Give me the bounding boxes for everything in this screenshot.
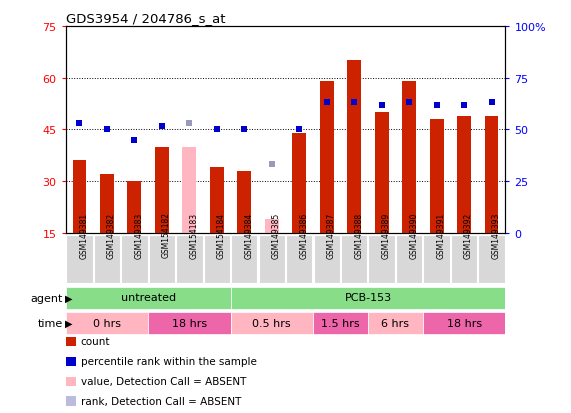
Text: untreated: untreated (120, 293, 176, 303)
Bar (485, 116, 498, 233)
Text: GSM149391: GSM149391 (437, 212, 445, 258)
Bar (210, 168, 224, 233)
Bar (265, 220, 279, 233)
Bar (457, 116, 471, 233)
Text: GSM149392: GSM149392 (464, 212, 473, 258)
Bar (73, 161, 86, 233)
Text: 1.5 hrs: 1.5 hrs (321, 318, 360, 328)
Text: value, Detection Call = ABSENT: value, Detection Call = ABSENT (81, 376, 246, 386)
FancyBboxPatch shape (204, 235, 230, 283)
FancyBboxPatch shape (66, 313, 148, 334)
FancyBboxPatch shape (66, 287, 231, 309)
Text: GSM149393: GSM149393 (492, 212, 501, 258)
Text: GDS3954 / 204786_s_at: GDS3954 / 204786_s_at (66, 12, 225, 25)
FancyBboxPatch shape (368, 235, 395, 283)
Text: time: time (38, 318, 63, 328)
Text: agent: agent (30, 293, 63, 303)
Text: GSM149386: GSM149386 (299, 212, 308, 258)
Text: GSM149387: GSM149387 (327, 212, 336, 258)
Bar (127, 182, 141, 233)
Text: ▶: ▶ (65, 318, 73, 328)
Text: 18 hrs: 18 hrs (172, 318, 207, 328)
Text: GSM149388: GSM149388 (354, 212, 363, 258)
FancyBboxPatch shape (231, 313, 313, 334)
FancyBboxPatch shape (121, 235, 147, 283)
FancyBboxPatch shape (148, 235, 175, 283)
Text: rank, Detection Call = ABSENT: rank, Detection Call = ABSENT (81, 396, 241, 406)
FancyBboxPatch shape (286, 235, 312, 283)
FancyBboxPatch shape (231, 287, 505, 309)
Text: PCB-153: PCB-153 (344, 293, 392, 303)
Text: 6 hrs: 6 hrs (381, 318, 409, 328)
FancyBboxPatch shape (451, 235, 477, 283)
Text: count: count (81, 337, 110, 347)
Text: 0 hrs: 0 hrs (93, 318, 121, 328)
Bar (320, 82, 333, 233)
FancyBboxPatch shape (396, 235, 423, 283)
Text: GSM154184: GSM154184 (217, 212, 226, 258)
FancyBboxPatch shape (94, 235, 120, 283)
Text: GSM149384: GSM149384 (244, 212, 254, 258)
Text: GSM154183: GSM154183 (190, 212, 198, 258)
Text: GSM149385: GSM149385 (272, 212, 281, 258)
Text: GSM149389: GSM149389 (381, 212, 391, 258)
FancyBboxPatch shape (424, 235, 450, 283)
Bar (238, 171, 251, 233)
FancyBboxPatch shape (231, 235, 258, 283)
Bar (100, 175, 114, 233)
FancyBboxPatch shape (66, 235, 93, 283)
FancyBboxPatch shape (313, 235, 340, 283)
Text: GSM154182: GSM154182 (162, 212, 171, 258)
FancyBboxPatch shape (478, 235, 505, 283)
Bar (403, 82, 416, 233)
Bar (292, 133, 306, 233)
Text: 0.5 hrs: 0.5 hrs (252, 318, 291, 328)
FancyBboxPatch shape (313, 313, 368, 334)
Text: GSM149390: GSM149390 (409, 212, 418, 258)
Text: ▶: ▶ (65, 293, 73, 303)
Bar (347, 61, 361, 233)
Bar (375, 113, 388, 233)
FancyBboxPatch shape (176, 235, 203, 283)
Text: GSM149381: GSM149381 (79, 212, 89, 258)
Text: GSM149382: GSM149382 (107, 212, 116, 258)
FancyBboxPatch shape (259, 235, 285, 283)
FancyBboxPatch shape (148, 313, 231, 334)
Text: percentile rank within the sample: percentile rank within the sample (81, 356, 256, 366)
Text: 18 hrs: 18 hrs (447, 318, 482, 328)
FancyBboxPatch shape (423, 313, 505, 334)
Bar (430, 120, 444, 233)
FancyBboxPatch shape (368, 313, 423, 334)
FancyBboxPatch shape (341, 235, 367, 283)
Bar (155, 147, 168, 233)
Bar (183, 147, 196, 233)
Text: GSM149383: GSM149383 (134, 212, 143, 258)
